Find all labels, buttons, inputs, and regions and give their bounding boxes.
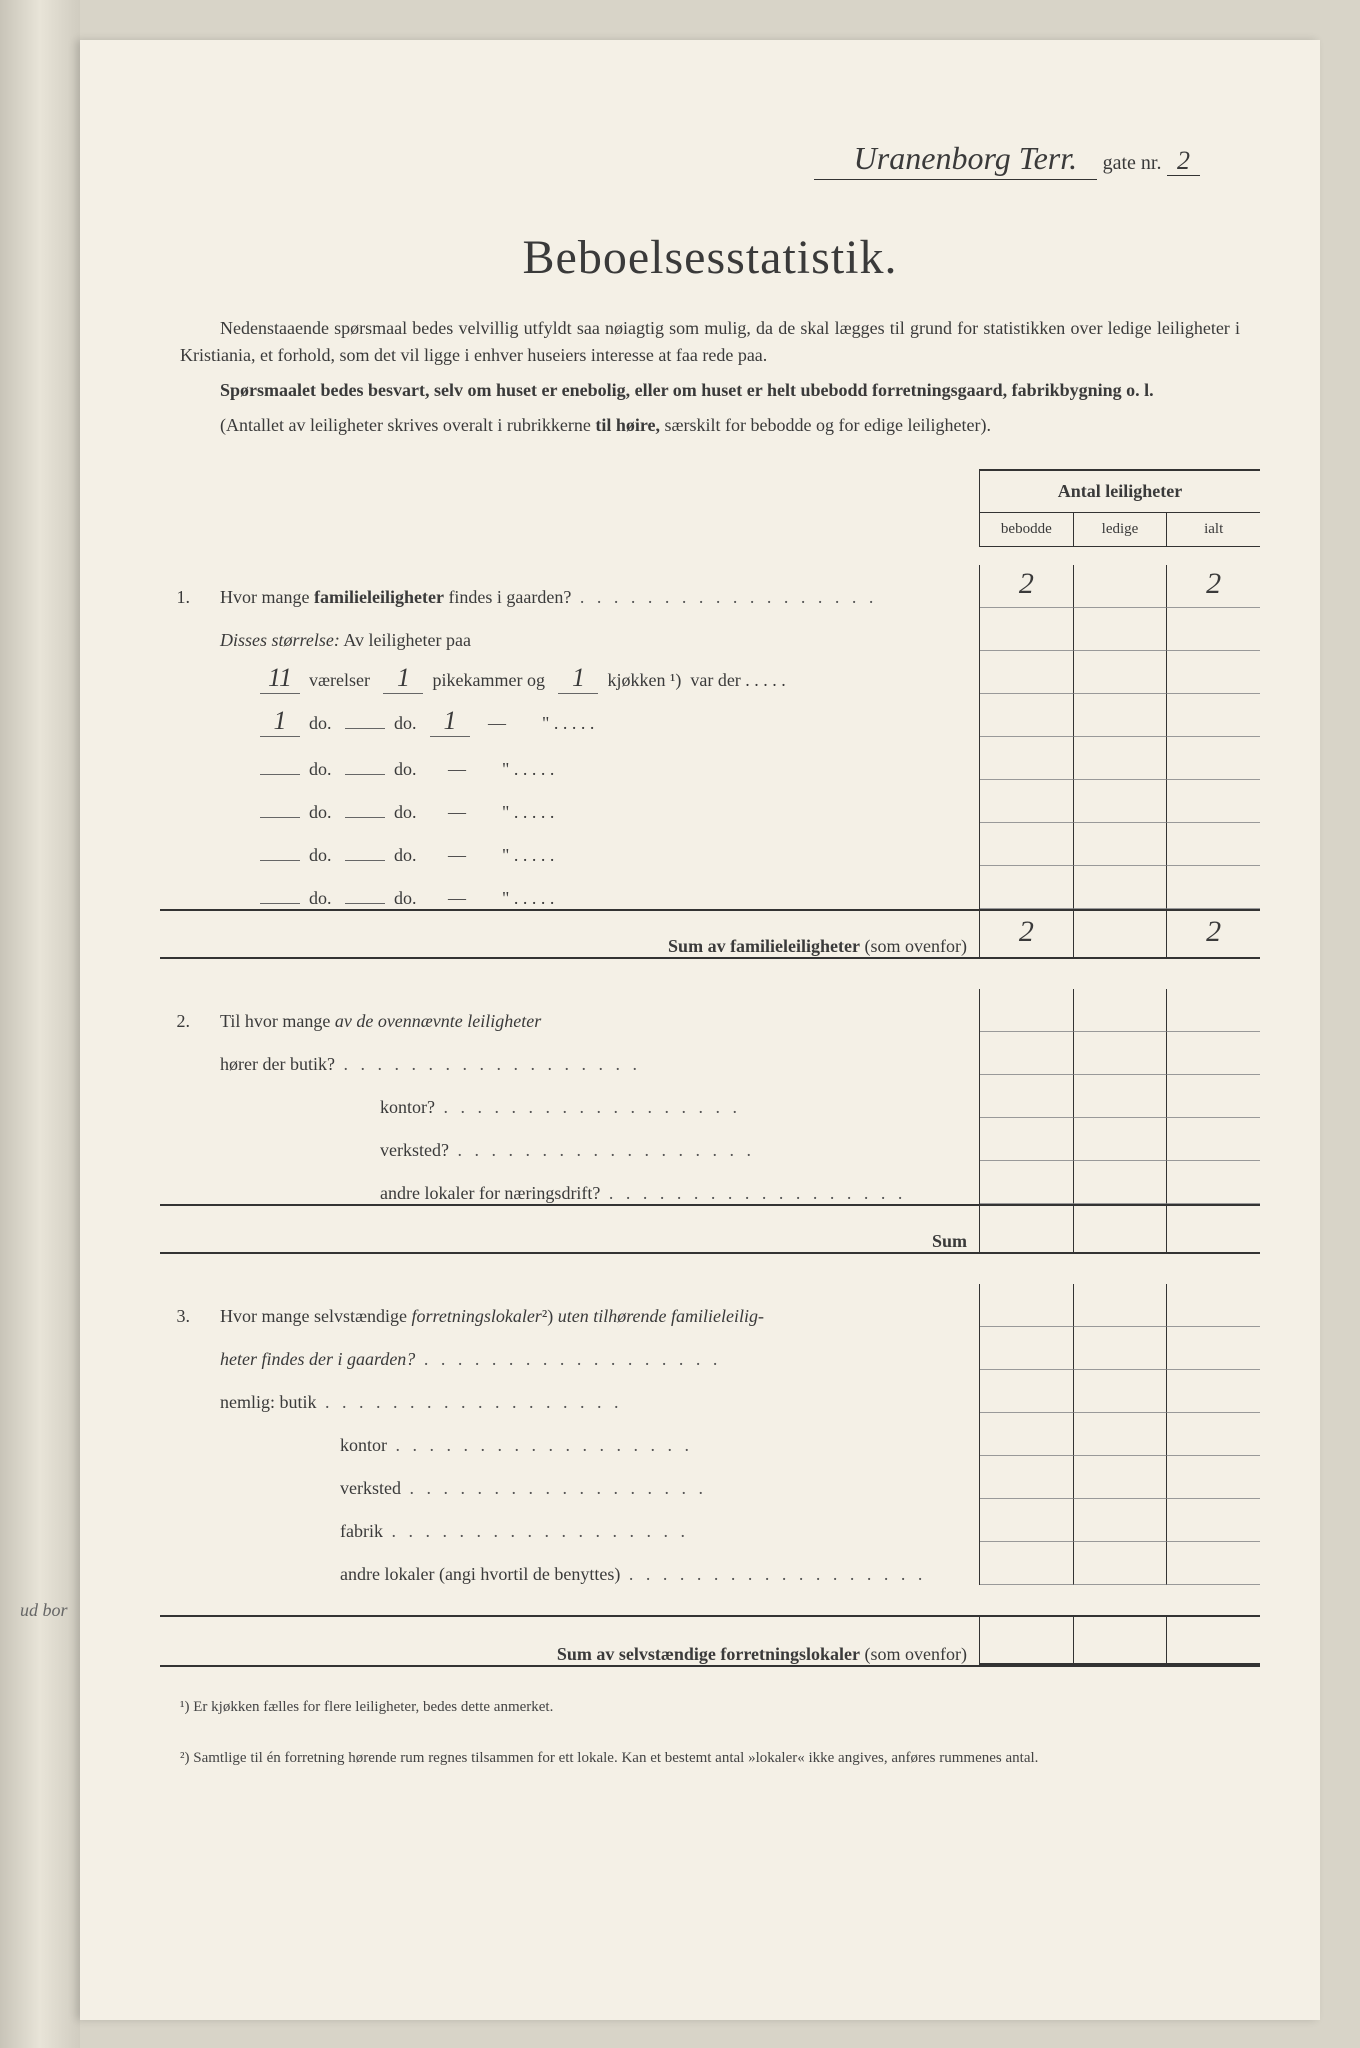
q3-item-row: fabrik — [160, 1499, 1260, 1542]
document-page: Uranenborg Terr. gate nr. 2 Beboelsessta… — [80, 40, 1320, 2020]
page-title: Beboelsesstatistik. — [160, 230, 1260, 285]
q3-row: 3. Hvor mange selvstændige forretningslo… — [160, 1284, 1260, 1327]
column-header: Antal leiligheter bebodde ledige ialt — [979, 469, 1260, 547]
q1-disses: Disses størrelse: Av leiligheter paa — [160, 608, 1260, 651]
q1-sum-bebodde: 2 — [980, 911, 1074, 957]
street-name-handwritten: Uranenborg Terr. — [814, 140, 1097, 180]
q1-ledige — [1074, 565, 1168, 608]
q3-item-row: verksted — [160, 1456, 1260, 1499]
statistics-table: Antal leiligheter bebodde ledige ialt 1.… — [160, 469, 1260, 1667]
q2-sum: Sum — [160, 1204, 1260, 1254]
q1-sum-ledige — [1074, 911, 1168, 957]
q1-bebodde: 2 — [980, 565, 1074, 608]
q2-row: 2. Til hvor mange av de ovennævnte leili… — [160, 989, 1260, 1032]
col-header-title: Antal leiligheter — [980, 471, 1260, 513]
q1-detail-row: 11 værelser 1 pikekammer og 1 kjøkken ¹)… — [160, 651, 1260, 694]
q1-detail-row: do. do. — " . . . . . — [160, 737, 1260, 780]
spine-marginal-text: ud bor — [20, 1600, 68, 1621]
q2-item-row: verksted? — [160, 1118, 1260, 1161]
col-bebodde: bebodde — [980, 513, 1074, 547]
intro-para-2: Spørsmaalet bedes besvart, selv om huset… — [180, 377, 1240, 404]
intro-para-1: Nedenstaaende spørsmaal bedes velvillig … — [180, 315, 1240, 369]
q1-ialt: 2 — [1167, 565, 1260, 608]
book-spine: ud bor — [0, 0, 80, 2048]
q1-detail-row: do. do. — " . . . . . — [160, 780, 1260, 823]
q2-butik: hører der butik? — [160, 1032, 1260, 1075]
col-ledige: ledige — [1074, 513, 1168, 547]
gate-label: gate nr. — [1103, 152, 1162, 174]
q2-item-row: kontor? — [160, 1075, 1260, 1118]
q3-sum: Sum av selvstændige forretningslokaler (… — [160, 1615, 1260, 1667]
q1-sum-ialt: 2 — [1167, 911, 1260, 957]
q1-sum-row: Sum av familieleiligheter (som ovenfor) … — [160, 909, 1260, 959]
q1-text: Hvor mange familieleiligheter findes i g… — [200, 587, 979, 608]
col-ialt: ialt — [1167, 513, 1260, 547]
q1-detail-row: do. do. — " . . . . . — [160, 823, 1260, 866]
q3-line2: heter findes der i gaarden? — [160, 1327, 1260, 1370]
q3-item-row: kontor — [160, 1413, 1260, 1456]
intro-para-3: (Antallet av leiligheter skrives overalt… — [180, 412, 1240, 439]
gate-number: 2 — [1167, 146, 1200, 176]
header-line: Uranenborg Terr. gate nr. 2 — [160, 140, 1200, 180]
q1-detail-row: do. do. — " . . . . . — [160, 866, 1260, 909]
q1-number: 1. — [160, 587, 200, 608]
footnote-1: ¹) Er kjøkken fælles for flere leilighet… — [160, 1697, 1260, 1718]
q2-item-row: andre lokaler for næringsdrift? — [160, 1161, 1260, 1204]
footnote-2: ²) Samtlige til én forretning hørende ru… — [160, 1748, 1260, 1769]
q1-detail-row: 1 do. do. 1 — " . . . . . — [160, 694, 1260, 737]
col-header-sub: bebodde ledige ialt — [980, 513, 1260, 547]
q3-nemlig: nemlig: butik — [160, 1370, 1260, 1413]
q1-row: 1. Hvor mange familieleiligheter findes … — [160, 565, 1260, 608]
q3-item-row: andre lokaler (angi hvortil de benyttes) — [160, 1542, 1260, 1585]
